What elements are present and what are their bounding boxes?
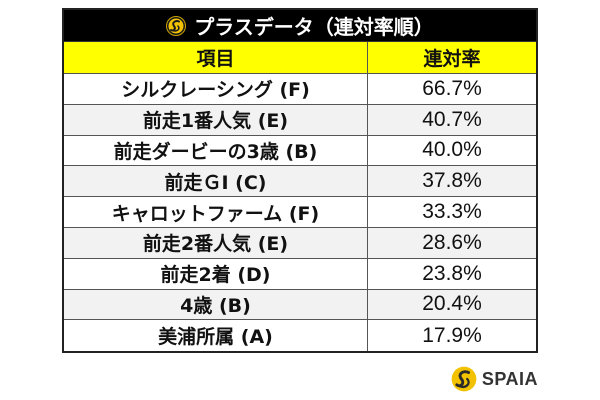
table-row: 前走ダービーの3歳 (B) 40.0% — [64, 135, 536, 167]
table-title: プラスデータ（連対率順） — [194, 15, 434, 39]
table-row: キャロットファーム (F) 33.3% — [64, 197, 536, 228]
row-rate: 40.7% — [422, 107, 482, 131]
row-rate: 20.4% — [422, 292, 482, 316]
row-rate: 66.7% — [422, 76, 482, 100]
row-item: キャロットファーム (F) — [64, 197, 368, 227]
table-row: 4歳 (B) 20.4% — [64, 289, 536, 321]
row-rate: 28.6% — [422, 230, 482, 254]
row-item: 前走ダービーの3歳 (B) — [64, 135, 368, 166]
table-row: 前走1番人気 (E) 40.7% — [64, 104, 536, 136]
row-item: 前走ＧⅠ (C) — [64, 166, 368, 197]
row-rate: 37.8% — [422, 169, 482, 193]
table-row: 前走2番人気 (E) 28.6% — [64, 227, 536, 259]
data-table: プラスデータ（連対率順） 項目 連対率 シルクレーシング (F) 66.7% 前… — [62, 8, 538, 354]
table-title-bar: プラスデータ（連対率順） — [64, 10, 536, 42]
row-item: シルクレーシング (F) — [64, 74, 368, 104]
header-item: 項目 — [64, 42, 368, 73]
table-row: 前走ＧⅠ (C) 37.8% — [64, 166, 536, 198]
brand-name: SPAIA — [481, 368, 538, 389]
spaia-logo-icon — [166, 15, 187, 36]
header-rate: 連対率 — [423, 48, 481, 70]
row-item: 4歳 (B) — [64, 289, 368, 320]
table-header-row: 項目 連対率 — [64, 42, 536, 74]
row-item: 前走2番人気 (E) — [64, 227, 368, 258]
row-rate: 33.3% — [422, 200, 482, 224]
row-rate: 17.9% — [422, 323, 482, 347]
row-rate: 40.0% — [422, 138, 482, 162]
table-row: 前走2着 (D) 23.8% — [64, 258, 536, 290]
row-item: 前走2着 (D) — [64, 258, 368, 289]
table-row: 美浦所属 (A) 17.9% — [64, 320, 536, 352]
row-item: 美浦所属 (A) — [64, 320, 368, 352]
row-item: 前走1番人気 (E) — [64, 104, 368, 135]
brand-watermark: SPAIA — [451, 366, 538, 392]
table-row: シルクレーシング (F) 66.7% — [64, 74, 536, 105]
row-rate: 23.8% — [422, 261, 482, 285]
spaia-logo-icon — [451, 366, 477, 392]
